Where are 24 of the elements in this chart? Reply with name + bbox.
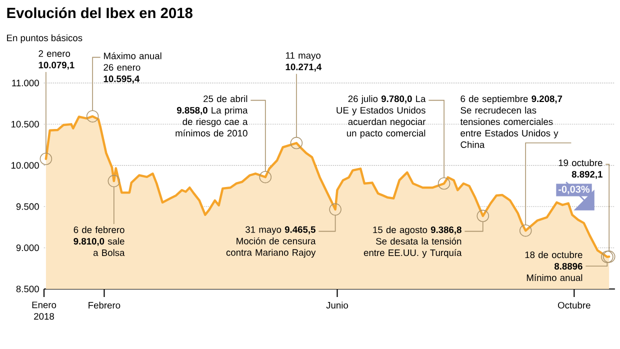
y-tick-label: 10.000	[11, 162, 39, 169]
y-tick-label: 8.500	[16, 286, 39, 292]
x-tick-label: Febrero	[88, 302, 120, 309]
annotation: 26 julio 9.780,0 La UE y Estados Unidos acuerdan negociar un pacto comercial	[336, 95, 426, 138]
annotation: 31 mayo 9.465,5 Moción de censura contra Mariano Rajoy	[226, 226, 316, 258]
x-tick-label: Enero 2018	[32, 302, 56, 320]
annotation: 25 de abril 9.858,0 La prima de riesgo cae a mínimos de 2010	[176, 95, 248, 137]
annotation: -0,03%	[558, 186, 590, 194]
chart-subtitle: En puntos básicos	[7, 34, 82, 44]
y-tick-label: 9.000	[16, 244, 39, 252]
annotation: 18 de octubre 8.8896 Mínimo anual	[525, 251, 582, 282]
x-tick-label: Octubre	[558, 302, 590, 309]
annotation: 15 de agosto 9.386,8 Se desata la tensión entre EE.UU. y Turquía	[364, 226, 462, 258]
annotation: 19 octubre 8.892,1	[558, 159, 602, 179]
y-tick-label: 9.500	[16, 203, 39, 210]
annotation: 2 enero 10.079,1	[38, 50, 74, 70]
annotation: Máximo anual 26 enero 10.595,4	[104, 52, 162, 84]
chart-title: Evolución del Ibex en 2018	[7, 7, 192, 18]
annotation: 6 de septiembre 9.208,7 Se recrudecen las tensiones comerciales entre Estados Unidos y China	[460, 95, 562, 148]
x-tick-label: Junio	[326, 302, 348, 309]
annotation: 11 mayo 10.271,4	[286, 52, 322, 72]
annotation: 6 de febrero 9.810,0 sale a Bolsa	[74, 226, 125, 256]
y-tick-label: 11.000	[12, 80, 39, 86]
y-tick-label: 10.500	[11, 120, 39, 128]
